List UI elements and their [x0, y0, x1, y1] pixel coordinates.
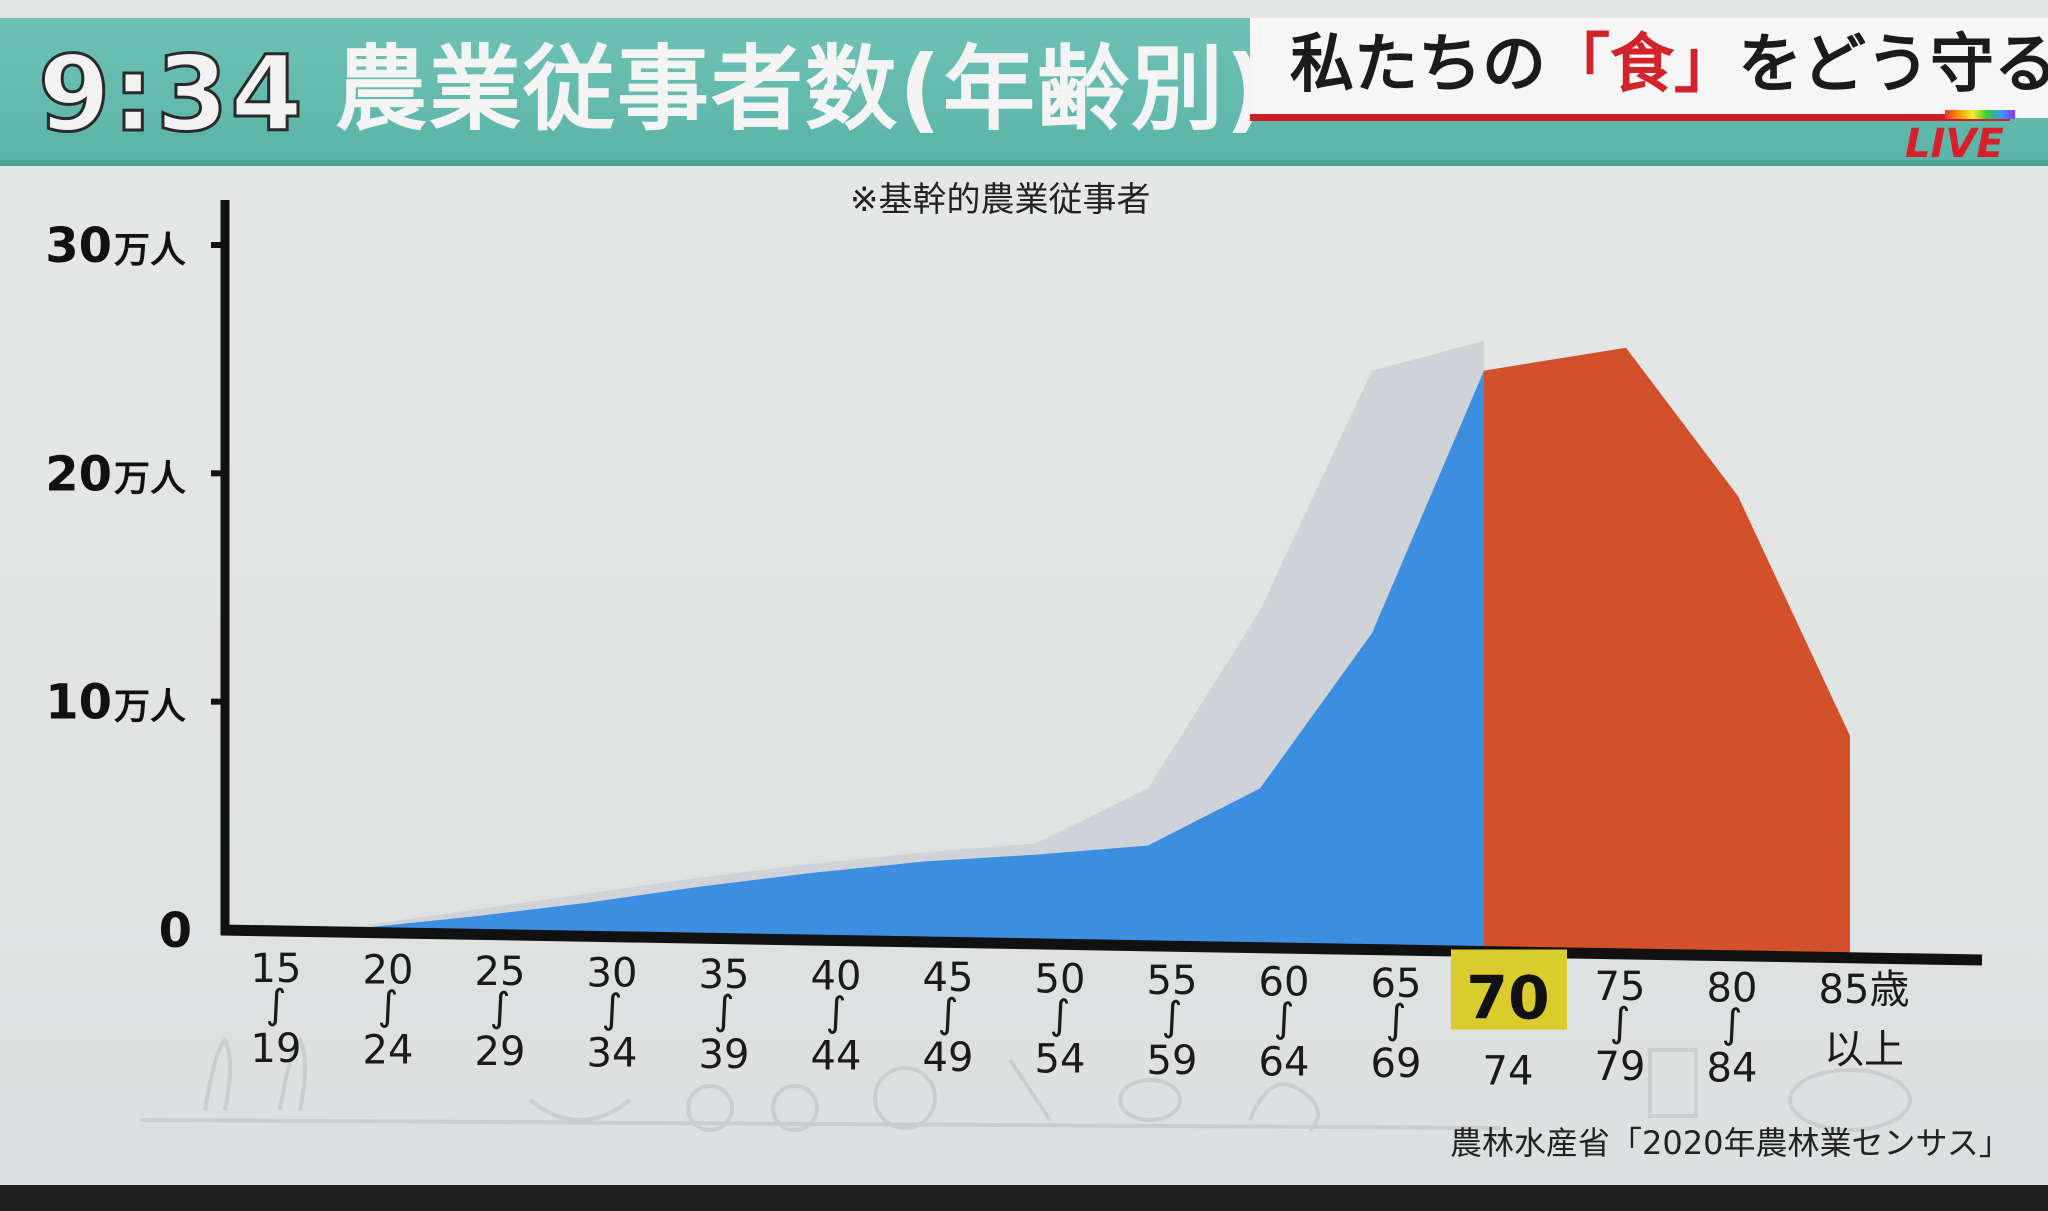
milk-carton-sketch-icon	[1648, 1048, 1698, 1118]
x-label-start: 35	[699, 952, 750, 998]
x-label-start: 85歳	[1819, 967, 1910, 1013]
chicken-sketch-icon	[1248, 1082, 1320, 1132]
fruit-sketch-icon	[686, 1084, 734, 1132]
x-label-end: 24	[363, 1028, 414, 1074]
under-70-area	[252, 370, 1484, 951]
x-label-range-mark: ∫	[1050, 993, 1071, 1039]
x-label-end: 44	[811, 1034, 862, 1080]
x-label-end: 34	[587, 1031, 638, 1077]
x-label-start: 20	[363, 948, 414, 994]
x-label-start: 45	[923, 955, 974, 1001]
x-label-start: 25	[475, 949, 526, 995]
topic-text-highlight: 「食」	[1546, 28, 1738, 102]
broadcast-clock: 9:34	[37, 33, 305, 155]
x-label-end: 69	[1371, 1041, 1422, 1087]
chart-note: ※基幹的農業従事者	[850, 180, 1151, 220]
y-tick-label: 0	[159, 903, 192, 959]
x-label-end: 84	[1707, 1046, 1758, 1092]
x-label-range-mark: ∫	[1610, 1000, 1631, 1046]
y-tick-unit: 万人	[114, 687, 186, 728]
x-label-range-mark: ∫	[266, 982, 287, 1028]
topic-panel	[1250, 18, 2048, 118]
chart-headline: 農業従事者数(年齢別)	[335, 36, 1270, 143]
x-label-end: 19	[251, 1026, 302, 1072]
y-tick-label: 20	[45, 446, 112, 502]
rainbow-stripe-icon	[1945, 110, 2015, 119]
x-label-end: 54	[1035, 1037, 1086, 1083]
x-label-range-mark: ∫	[1722, 1002, 1743, 1048]
x-label-range-mark: ∫	[378, 984, 399, 1030]
x-label-start: 15	[251, 946, 302, 992]
x-label-end: 79	[1595, 1044, 1646, 1090]
live-badge: LIVE	[1905, 121, 2004, 167]
x-label-end: 49	[923, 1035, 974, 1081]
x-label-range-mark: ∫	[1162, 994, 1183, 1040]
x-label-end: 64	[1259, 1040, 1310, 1086]
topic-text-pre: 私たちの	[1290, 28, 1546, 102]
x-label-group: 15∫1920∫2425∫2930∫3435∫3940∫4445∫4950∫54…	[251, 946, 1910, 1095]
fruit-sketch-icon	[771, 1084, 819, 1132]
topic-underline	[1250, 114, 2010, 121]
x-label-end: 39	[699, 1032, 750, 1078]
x-label-start: 75	[1595, 964, 1646, 1010]
highlight-box	[1451, 949, 1567, 1030]
food-sketch-decoration	[139, 1036, 1912, 1132]
rice-bowl-sketch-icon	[528, 1098, 632, 1122]
x-label-range-mark: ∫	[1386, 997, 1407, 1043]
x-label-start: 65	[1371, 961, 1422, 1007]
program-topic: 私たちの「食」をどう守る?	[1290, 30, 2048, 100]
x-label-start: 80	[1707, 966, 1758, 1012]
y-tick-unit: 万人	[114, 230, 186, 271]
x-label-range-mark: ∫	[490, 985, 511, 1031]
x-label-range-mark: ∫	[602, 987, 623, 1033]
y-tick-label: 30	[45, 218, 112, 274]
x-axis	[220, 924, 1983, 966]
egg-sketch-icon	[1118, 1078, 1182, 1122]
x-label-start: 55	[1147, 958, 1198, 1004]
x-label-range-mark: ∫	[938, 991, 959, 1037]
wheat-sketch-icon	[203, 1036, 232, 1111]
x-label-start: 60	[1259, 960, 1310, 1006]
apple-sketch-icon	[873, 1066, 937, 1130]
x-label-range-mark: ∫	[826, 990, 847, 1036]
header-band-underline	[0, 160, 2048, 166]
data-source: 農林水産省「2020年農林業センサス」	[1450, 1124, 2011, 1162]
x-label-start: 70	[1466, 964, 1550, 1034]
x-label-start: 50	[1035, 957, 1086, 1003]
y-tick-unit: 万人	[114, 458, 186, 499]
x-label-range-mark: ∫	[714, 988, 735, 1034]
x-label-end: 以上	[1824, 1027, 1904, 1073]
previous-census-area	[252, 340, 1484, 951]
carrot-sketch-icon	[1008, 1058, 1052, 1122]
x-label-end: 74	[1483, 1049, 1534, 1095]
x-label-range-mark: ∫	[1274, 996, 1295, 1042]
pig-sketch-icon	[1788, 1068, 1912, 1132]
x-label-start: 30	[587, 951, 638, 997]
topic-text-post: をどう守る?	[1738, 28, 2048, 102]
y-tick-label: 10	[45, 675, 112, 731]
wheat-sketch-icon	[278, 1036, 307, 1111]
tv-screen: 9:34 農業従事者数(年齢別) 私たちの「食」をどう守る? LIVE ※基幹的…	[0, 0, 2048, 1185]
x-label-end: 29	[475, 1029, 526, 1075]
70-and-over-area	[1484, 347, 1850, 956]
x-label-start: 40	[811, 954, 862, 1000]
x-label-end: 59	[1147, 1038, 1198, 1084]
